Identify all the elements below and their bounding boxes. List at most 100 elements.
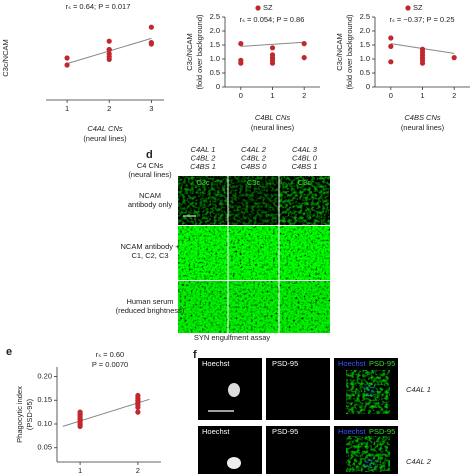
point <box>451 55 457 61</box>
y-tick-label: 1.0 <box>360 54 370 63</box>
y-tick-label: 0.5 <box>210 68 220 77</box>
point <box>64 55 70 61</box>
y-tick-label: 2.5 <box>210 12 220 21</box>
y-tick-label: 1.5 <box>210 40 220 49</box>
column-header: C4BL 2 <box>191 153 217 162</box>
column-header: C4BL 0 <box>292 153 318 162</box>
x-tick-label: 3 <box>149 104 153 113</box>
column-header: C4BL 2 <box>241 153 267 162</box>
point <box>64 62 70 68</box>
x-tick-label: 1 <box>78 466 82 474</box>
row-label: antibody only <box>128 200 172 209</box>
micrograph <box>178 281 330 333</box>
x-axis-label: C4BL CNs <box>255 113 291 122</box>
y-tick-label: 0 <box>216 82 220 91</box>
point <box>106 47 112 53</box>
puncta <box>346 436 390 472</box>
point <box>301 55 307 61</box>
row-header: (neural lines) <box>128 170 172 179</box>
annotation: rₛ = 0.64; P = 0.017 <box>66 2 131 11</box>
chart: 1 2 3 rₛ = 0.64; P = 0.017 C4AL CNs(neural l… <box>1 2 164 143</box>
point <box>269 45 276 51</box>
panel-label: f <box>193 349 197 361</box>
nucleus <box>227 457 241 469</box>
annotation: rₛ = −0.37; P = 0.25 <box>390 15 455 24</box>
point <box>106 38 112 44</box>
row-header: C4 CNs <box>137 161 164 170</box>
x-axis-label: (neural lines) <box>83 134 127 143</box>
chart: 0 1 2 0 0.5 1.0 1.5 2.0 2.5 rₛ = −0.37; P = 0.25 C… <box>335 3 470 132</box>
micrograph <box>228 176 279 225</box>
x-tick-label: 2 <box>302 91 306 100</box>
row-label: C4AL 2 <box>406 457 432 466</box>
panel-d: d C4 CNs (neural lines) <box>128 149 330 333</box>
annotation: rₛ = 0.60 <box>96 350 124 359</box>
point <box>77 411 83 418</box>
point <box>77 423 83 429</box>
x-tick-label: 2 <box>107 104 111 113</box>
y-tick-label: 0 <box>366 82 370 91</box>
column-header: C4BS 1 <box>292 162 318 171</box>
legend-label: SZ <box>263 3 273 12</box>
point <box>135 409 141 415</box>
point <box>388 43 394 50</box>
x-tick-label: 1 <box>65 104 69 113</box>
micrograph <box>178 176 228 225</box>
y-axis-label: (PSD-95) <box>25 398 34 430</box>
y-axis-label: C3c/NCAM <box>335 33 344 71</box>
panel-label: e <box>6 346 12 358</box>
channel-label: Hoechst <box>338 427 366 436</box>
channel-label: Hoechst <box>202 427 230 436</box>
y-tick-label: 2.0 <box>360 26 370 35</box>
column-header: C4AL 3 <box>292 145 318 154</box>
point <box>301 41 307 47</box>
row-label: Human serum <box>126 297 173 306</box>
legend-label: SZ <box>413 3 423 12</box>
x-tick-label: 0 <box>389 91 393 100</box>
panel-title: SYN engulfment assay <box>194 333 271 342</box>
y-tick-label: 0.05 <box>37 443 52 452</box>
point <box>135 397 141 403</box>
chart: 0 1 2 0 0.5 1.0 1.5 2.0 2.5 rₛ = 0.054; P = 0.86 C… <box>185 3 320 132</box>
annotation: P = 0.0070 <box>92 360 128 369</box>
point <box>238 60 244 66</box>
y-tick-label: 1.5 <box>360 40 370 49</box>
point <box>77 416 83 422</box>
point <box>135 404 141 410</box>
channel-label: PSD-95 <box>369 359 395 368</box>
annotation: rₛ = 0.054; P = 0.86 <box>240 15 305 24</box>
x-tick-label: 2 <box>136 466 140 474</box>
y-tick-label: 1.0 <box>210 54 220 63</box>
point <box>148 24 154 30</box>
x-axis-label: (neural lines) <box>251 123 295 132</box>
channel-label: PSD-95 <box>272 359 298 368</box>
channel-label: PSD-95 <box>272 427 298 436</box>
x-axis-label: C4BS CNs <box>404 113 441 122</box>
y-axis-label: C3c/NCAM <box>1 39 10 77</box>
x-axis-label: C4AL CNs <box>87 124 123 133</box>
y-tick-label: 2.5 <box>360 12 370 21</box>
x-tick-label: 0 <box>239 91 243 100</box>
column-header: C4BS 0 <box>241 162 268 171</box>
point <box>238 41 244 47</box>
micrograph <box>178 226 330 280</box>
column-header: C4AL 1 <box>191 145 216 154</box>
panel-f: SYN engulfment assay f Hoechst PSD-95 Ho… <box>193 333 432 474</box>
x-tick-label: 2 <box>452 91 456 100</box>
y-tick-label: 0.10 <box>37 419 52 428</box>
puncta <box>276 370 320 414</box>
fit-line <box>62 398 150 427</box>
column-header: C4AL 2 <box>241 145 267 154</box>
legend-marker <box>255 5 261 11</box>
point <box>419 49 426 55</box>
image-label: C3c <box>298 178 312 187</box>
point <box>269 60 276 66</box>
channel-label: Hoechst <box>338 359 366 368</box>
panel-label: d <box>146 149 153 161</box>
y-tick-label: 0.15 <box>37 395 52 404</box>
row-label: NCAM <box>139 191 161 200</box>
fit-line <box>240 41 305 47</box>
image-label: C3c <box>247 178 261 187</box>
point <box>106 56 112 63</box>
